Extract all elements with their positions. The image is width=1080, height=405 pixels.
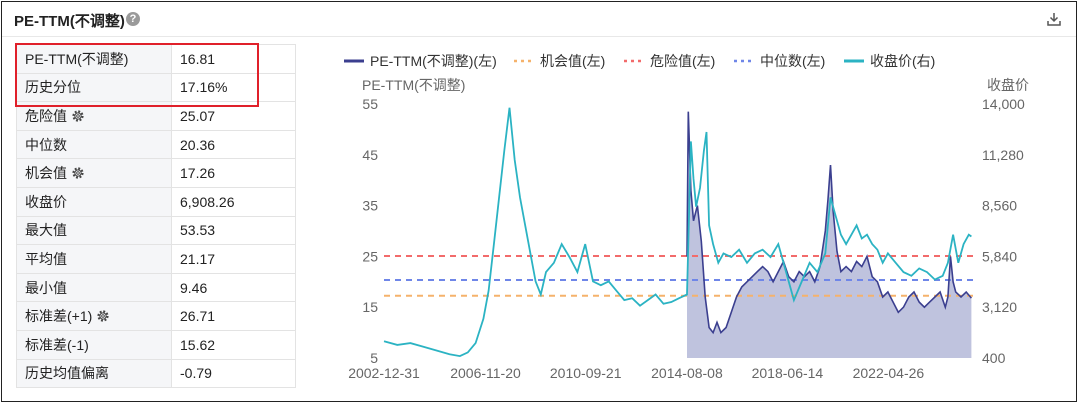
stat-value: 15.62	[171, 329, 296, 360]
x-tick-label: 2010-09-21	[550, 365, 622, 381]
stat-value: 17.16%	[171, 72, 296, 103]
legend-label: PE-TTM(不调整)(左)	[370, 53, 497, 69]
stat-value: 25.07	[171, 101, 296, 131]
y-right-tick-label: 8,560	[982, 198, 1017, 214]
y-left-tick-label: 55	[362, 96, 378, 112]
stat-value: 17.26	[171, 158, 296, 188]
stat-label-text: 中位数	[25, 136, 67, 153]
panel-title: PE-TTM(不调整)	[14, 13, 125, 30]
x-tick-label: 2002-12-31	[348, 365, 420, 381]
y-left-tick-label: 45	[362, 147, 378, 163]
stat-label-text: 历史均值偏离	[25, 365, 109, 382]
panel-header: PE-TTM(不调整) ?	[2, 2, 1076, 37]
stat-label: 标准差(-1)	[16, 329, 172, 360]
x-tick-label: 2022-04-26	[853, 365, 925, 381]
x-tick-label: 2018-06-14	[752, 365, 824, 381]
stat-label: 中位数	[16, 129, 172, 160]
legend-label: 中位数(左)	[760, 53, 825, 69]
stats-row: 历史均值偏离 -0.79	[16, 358, 296, 389]
stat-label-text: 历史分位	[25, 79, 81, 96]
y-right-tick-label: 400	[982, 350, 1006, 366]
download-icon[interactable]	[1046, 11, 1062, 27]
pe-area	[687, 111, 972, 358]
stat-value: 6,908.26	[171, 186, 296, 217]
gear-icon[interactable]	[71, 166, 85, 180]
stat-label: 收盘价	[16, 186, 172, 217]
right-axis-title: 收盘价	[987, 77, 1029, 93]
stats-row: 最小值 9.46	[16, 272, 296, 303]
stat-label-text: PE-TTM(不调整)	[25, 50, 129, 67]
stats-row: 收盘价 6,908.26	[16, 186, 296, 217]
gear-icon[interactable]	[96, 309, 110, 323]
stat-label: 历史均值偏离	[16, 358, 172, 389]
stat-label-text: 平均值	[25, 250, 67, 267]
stats-row: 机会值 17.26	[16, 158, 296, 188]
stat-value: -0.79	[171, 358, 296, 389]
stat-label: 最小值	[16, 272, 172, 303]
legend-label: 危险值(左)	[650, 53, 715, 69]
y-left-tick-label: 15	[362, 299, 378, 315]
y-right-tick-label: 3,120	[982, 299, 1017, 315]
pe-price-chart: PE-TTM(不调整)(左) 机会值(左) 危险值(左) 中位数(左) 收盘价(右) PE…	[344, 53, 1029, 381]
left-axis-title: PE-TTM(不调整)	[362, 77, 465, 93]
y-right-tick-label: 14,000	[982, 96, 1025, 112]
stat-label: 危险值	[16, 101, 172, 131]
stat-label: 历史分位	[16, 72, 172, 103]
stat-value: 53.53	[171, 215, 296, 246]
y-right-tick-label: 5,840	[982, 248, 1017, 264]
stats-row: 历史分位 17.16%	[16, 72, 296, 103]
x-tick-label: 2006-11-20	[450, 365, 521, 381]
stat-label: 最大值	[16, 215, 172, 246]
stat-label-text: 标准差(-1)	[25, 336, 89, 353]
stat-label-text: 机会值	[25, 165, 67, 182]
stats-row: 中位数 20.36	[16, 129, 296, 160]
question-circle-icon[interactable]: ?	[126, 12, 140, 26]
stats-table: PE-TTM(不调整) 16.81 历史分位 17.16% 危险值 25.07 中位数 20.…	[16, 44, 296, 389]
stat-label-text: 标准差(+1)	[25, 308, 93, 325]
stat-value: 9.46	[171, 272, 296, 303]
stat-label: PE-TTM(不调整)	[16, 44, 172, 74]
price-line	[383, 107, 972, 358]
stats-row: PE-TTM(不调整) 16.81	[16, 44, 296, 74]
legend-label: 收盘价(右)	[870, 53, 935, 69]
y-left-tick-label: 35	[362, 198, 378, 214]
legend-label: 机会值(左)	[540, 53, 605, 69]
y-left-tick-label: 25	[362, 248, 378, 264]
pe-line	[686, 111, 973, 335]
stat-value: 26.71	[171, 301, 296, 331]
stats-row: 标准差(-1) 15.62	[16, 329, 296, 360]
x-tick-label: 2014-08-08	[651, 365, 723, 381]
stats-row: 平均值 21.17	[16, 244, 296, 274]
y-left-tick-label: 5	[370, 350, 378, 366]
y-right-tick-label: 11,280	[982, 147, 1024, 163]
gear-icon[interactable]	[71, 109, 85, 123]
stats-row: 危险值 25.07	[16, 101, 296, 131]
stat-label-text: 收盘价	[25, 193, 67, 210]
stat-label: 机会值	[16, 158, 172, 188]
stat-label-text: 最大值	[25, 222, 67, 239]
stat-label: 标准差(+1)	[16, 301, 172, 331]
stats-row: 标准差(+1) 26.71	[16, 301, 296, 331]
stat-label: 平均值	[16, 244, 172, 274]
stat-value: 16.81	[171, 44, 296, 74]
stat-value: 21.17	[171, 244, 296, 274]
stat-label-text: 危险值	[25, 107, 67, 124]
stat-value: 20.36	[171, 129, 296, 160]
stat-label-text: 最小值	[25, 279, 67, 296]
stats-row: 最大值 53.53	[16, 215, 296, 246]
